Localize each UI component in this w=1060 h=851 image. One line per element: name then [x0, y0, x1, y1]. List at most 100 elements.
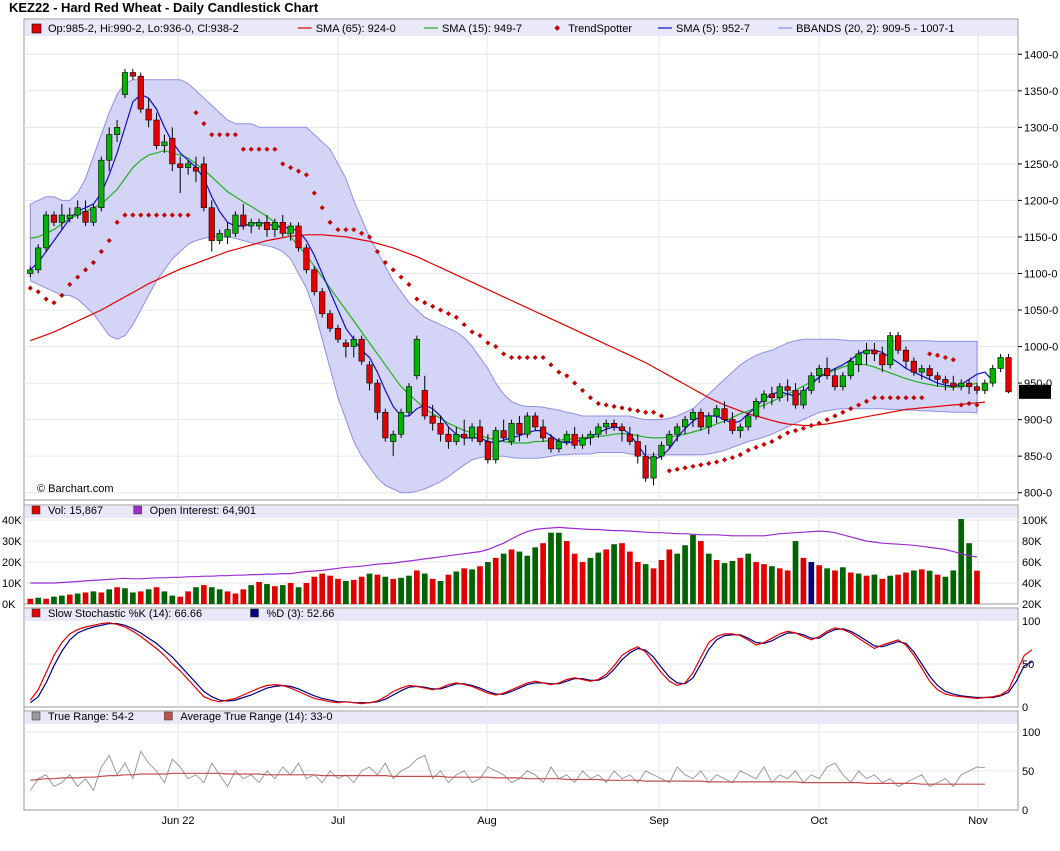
candle-body	[547, 437, 555, 450]
candle-body	[366, 364, 373, 384]
watermark: © Barchart.com	[37, 483, 114, 495]
volume-bar	[327, 575, 333, 604]
candle-body	[74, 207, 81, 216]
volume-bar	[737, 557, 744, 604]
volume-bar	[769, 566, 775, 604]
candle-body	[634, 441, 641, 457]
candle-body	[492, 430, 499, 461]
trendspotter-dot	[706, 460, 712, 467]
volume-bar	[319, 573, 326, 604]
candle-body	[66, 214, 73, 219]
volume-bar	[603, 549, 610, 604]
trendspotter-dot	[603, 402, 609, 408]
trendspotter-dot	[390, 267, 396, 273]
true-range-legend-swatch	[164, 711, 173, 721]
candle-body	[595, 426, 602, 435]
candle-body	[43, 214, 50, 249]
candle-body	[232, 214, 239, 234]
candle-body	[295, 225, 302, 249]
candle-body	[981, 382, 988, 391]
candle-body	[910, 360, 917, 373]
volume-tick-label: 20K	[2, 557, 22, 569]
volume-bar	[579, 562, 586, 604]
volume-bar	[950, 570, 957, 604]
candle-body	[642, 455, 649, 479]
trendspotter-dot	[138, 212, 144, 218]
candle-body	[918, 368, 925, 373]
trendspotter-dot	[327, 219, 333, 225]
candle-body	[405, 386, 413, 413]
trendspotter-dot	[240, 146, 246, 152]
trendspotter-dot	[295, 168, 302, 174]
volume-bar	[682, 545, 688, 604]
stochastic-d-line	[29, 623, 1033, 704]
trendspotter-dot	[366, 234, 373, 240]
candle-body	[169, 137, 176, 165]
volume-bar	[145, 589, 152, 604]
price-tick-label: 1300-0	[1024, 122, 1058, 134]
volume-bar	[287, 583, 294, 604]
volume-bar	[863, 575, 870, 604]
trendspotter-dot	[627, 406, 633, 412]
stochastic-panel-legend-bar	[25, 609, 1017, 621]
volume-bar	[429, 578, 436, 604]
candle-body	[973, 386, 981, 391]
trendspotter-dot	[59, 292, 65, 298]
candle-body	[358, 338, 365, 362]
candle-body	[768, 393, 775, 399]
price-legend-label: SMA (5): 952-7	[676, 23, 750, 35]
candle-body	[27, 269, 34, 274]
trendspotter-dot	[217, 132, 223, 138]
bollinger-band	[29, 79, 978, 494]
trendspotter-dot	[437, 307, 444, 313]
candle-body	[453, 433, 460, 442]
candle-body	[666, 433, 673, 446]
x-axis-label-oct: Oct	[810, 815, 827, 827]
volume-bar	[761, 564, 767, 604]
trendspotter-dot	[934, 352, 941, 358]
volume-bar	[650, 568, 657, 604]
candle-body	[879, 353, 886, 366]
volume-bar	[130, 592, 136, 604]
volume-bar	[185, 591, 191, 604]
candle-body	[950, 382, 957, 388]
volume-bar	[698, 541, 704, 604]
candle-body	[816, 368, 823, 377]
candle-body	[563, 433, 570, 442]
volume-bar	[445, 574, 452, 604]
price-tick-label: 1150-0	[1024, 232, 1057, 244]
trendspotter-dot	[540, 354, 546, 361]
volume-bar	[208, 587, 215, 604]
trendspotter-dot	[832, 413, 838, 419]
volume-bar	[453, 571, 460, 604]
candle-body	[374, 382, 381, 413]
volume-bar	[216, 589, 223, 604]
trendspotter-dot	[682, 465, 688, 471]
trendspotter-dot	[903, 395, 909, 401]
volume-bar	[437, 580, 444, 604]
true-range-legend-swatch	[31, 711, 41, 721]
candle-body	[705, 415, 712, 428]
true-range-tick-label: 50	[1022, 766, 1034, 778]
candle-body	[776, 386, 783, 399]
volume-legend-swatch	[133, 505, 142, 515]
candle-body	[200, 163, 207, 209]
volume-bar	[232, 593, 239, 604]
volume-bar	[366, 573, 373, 604]
price-tick-label: 800-0	[1024, 488, 1052, 500]
candle-body	[145, 108, 152, 121]
candle-body	[579, 437, 586, 446]
candle-body	[192, 167, 200, 172]
volume-bar	[421, 573, 428, 604]
volume-bar	[800, 557, 807, 604]
candle-body	[1005, 357, 1012, 393]
candle-body	[871, 349, 878, 355]
candle-body	[137, 75, 144, 110]
volume-bar	[871, 574, 878, 604]
x-axis-label-jul: Jul	[331, 815, 345, 827]
candle-body	[887, 335, 894, 366]
trendspotter-dot	[808, 422, 814, 429]
volume-tick-label: 10K	[2, 578, 22, 590]
trendspotter-dot	[445, 311, 451, 317]
trendspotter-dot	[359, 230, 365, 236]
